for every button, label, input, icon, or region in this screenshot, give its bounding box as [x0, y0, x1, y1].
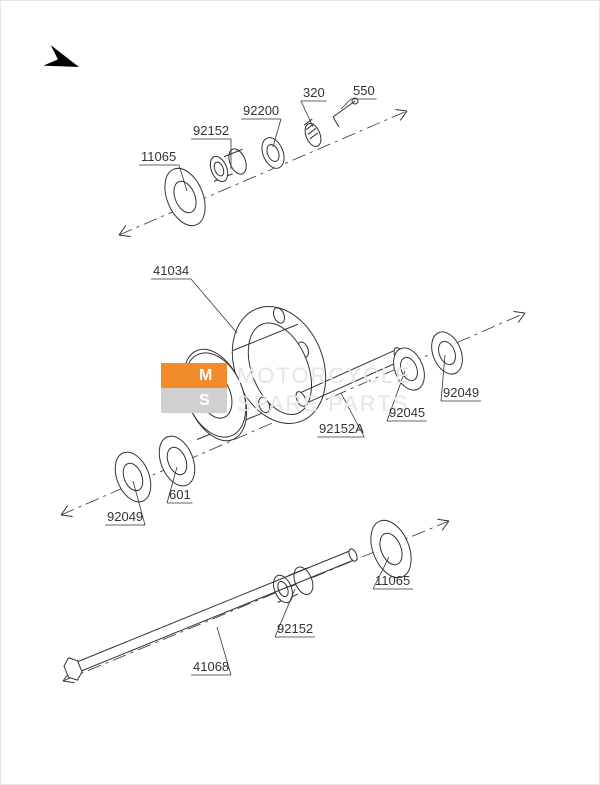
part-label-l320: 320	[303, 85, 325, 100]
part-label-l92152: 92152	[193, 123, 229, 138]
part-label-l41068: 41068	[193, 659, 229, 674]
part-label-l11065a: 11065	[141, 149, 176, 164]
part-label-l92152A: 92152A	[319, 421, 364, 436]
part-label-l92045: 92045	[389, 405, 425, 420]
part-label-l550: 550	[353, 83, 375, 98]
part-label-l92152b: 92152	[277, 621, 313, 636]
diagram-canvas: M S MOTORCYCLE SPARE PARTS 3205509220092…	[0, 0, 600, 785]
diagram-svg	[1, 1, 600, 785]
part-label-l11065b: 11065	[375, 573, 410, 588]
part-label-l601: 601	[169, 487, 191, 502]
part-label-l92049a: 92049	[443, 385, 479, 400]
part-label-l92049b: 92049	[107, 509, 143, 524]
part-label-l92200: 92200	[243, 103, 279, 118]
part-label-l41034: 41034	[153, 263, 189, 278]
